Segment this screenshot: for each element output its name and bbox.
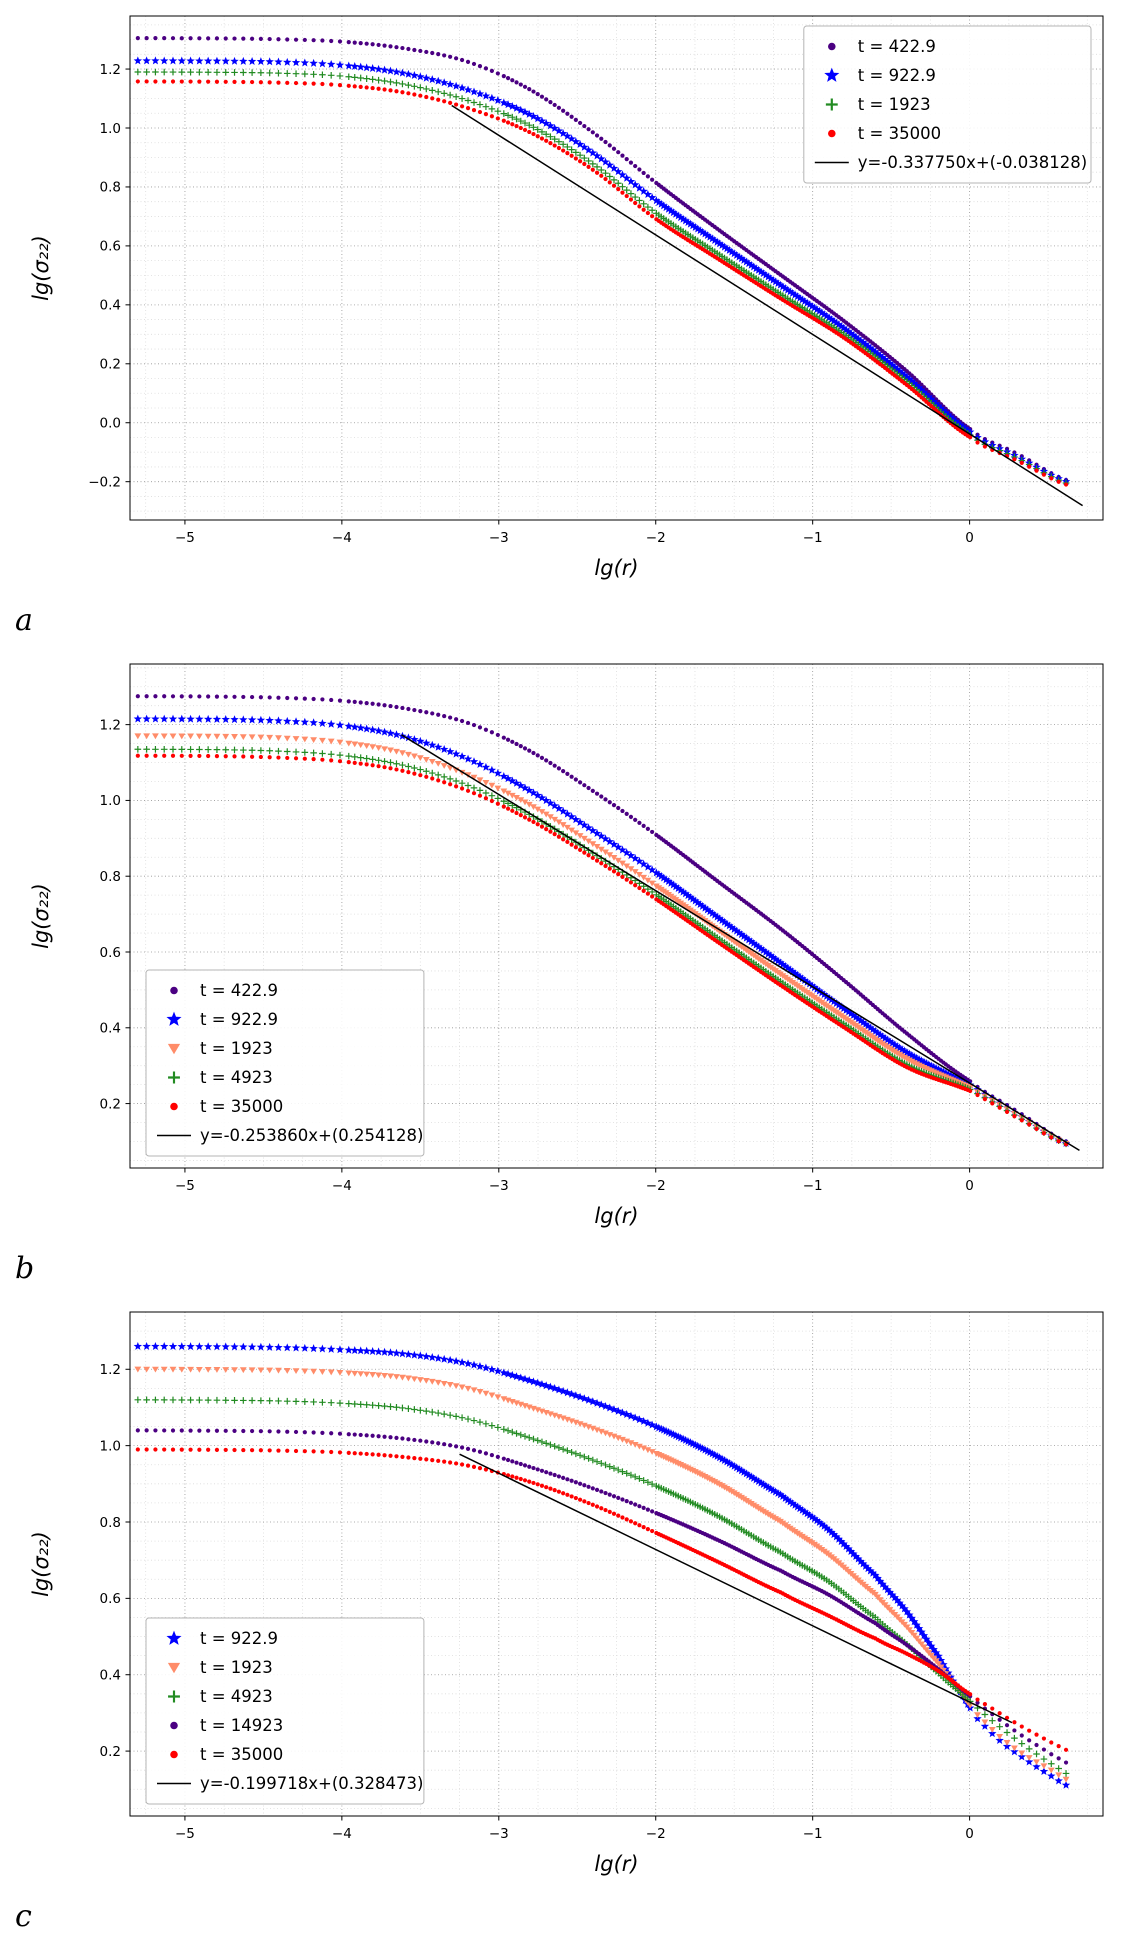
panel-caption-c: c — [15, 1899, 32, 1934]
legend-label: t = 4923 — [200, 1687, 273, 1706]
y-tick-label: 0.6 — [100, 945, 121, 961]
x-tick-label: −3 — [489, 1826, 509, 1842]
legend-label: t = 1923 — [858, 95, 931, 114]
legend-label: t = 922.9 — [858, 66, 936, 85]
fit-line — [459, 1453, 1013, 1724]
legend-label: y=-0.199718x+(0.328473) — [200, 1774, 423, 1793]
legend-label: y=-0.253860x+(0.254128) — [200, 1126, 423, 1145]
x-tick-label: −1 — [803, 1178, 823, 1194]
x-tick-label: −2 — [646, 1178, 666, 1194]
x-tick-label: −5 — [175, 1826, 195, 1842]
legend-label: t = 922.9 — [200, 1010, 278, 1029]
plot-border — [129, 1311, 1104, 1817]
y-tick-label: 0.2 — [100, 1744, 121, 1760]
ticks — [125, 724, 971, 1173]
y-tick-label: 0.0 — [100, 416, 121, 432]
chart-c-canvas: −5 −4 −3 −2 −1 0 0.2 0.4 0.6 0.8 1.0 1.2 lg(r) lg(σ₂₂… — [29, 1311, 1104, 1876]
series-1 — [134, 1366, 1070, 1783]
tick-labels: −5 −4 −3 −2 −1 0 −0.2 0.0 0.2 0.4 0.6 0.8 1.0 1.2 — [88, 62, 974, 546]
legend-label: t = 422.9 — [200, 981, 278, 1000]
x-tick-label: −3 — [489, 530, 509, 546]
legend-label: t = 1923 — [200, 1658, 273, 1677]
legend-label: t = 35000 — [200, 1745, 283, 1764]
x-tick-label: −2 — [646, 1826, 666, 1842]
x-tick-label: −3 — [489, 1178, 509, 1194]
plot-border — [129, 663, 1104, 1169]
x-tick-label: −4 — [332, 1826, 352, 1842]
legend: t = 422.9 t = 922.9 t = 1923 t = 4923 t = 35… — [145, 969, 425, 1157]
legend-label: t = 422.9 — [858, 37, 936, 56]
legend-label: t = 922.9 — [200, 1629, 278, 1648]
x-tick-label: 0 — [965, 1826, 974, 1842]
panel-c: −5 −4 −3 −2 −1 0 0.2 0.4 0.6 0.8 1.0 1.2 lg(r) lg(σ₂₂… — [0, 1296, 1128, 1944]
panel-b: −5 −4 −3 −2 −1 0 0.2 0.4 0.6 0.8 1.0 1.2 lg(r) lg(σ₂₂… — [0, 648, 1128, 1296]
panel-caption-b: b — [15, 1251, 35, 1286]
y-tick-label: 0.6 — [100, 239, 121, 255]
x-tick-label: −5 — [175, 530, 195, 546]
fit-line — [401, 734, 1080, 1152]
plot-border — [129, 15, 1104, 521]
x-axis-label: lg(r) — [594, 556, 638, 580]
y-tick-label: 1.2 — [100, 717, 121, 733]
y-tick-label: 0.2 — [100, 1096, 121, 1112]
series-4 — [135, 1447, 1069, 1752]
y-axis-label: lg(σ₂₂) — [29, 883, 53, 949]
x-tick-label: −4 — [332, 530, 352, 546]
y-tick-label: 1.2 — [100, 1362, 121, 1378]
series-0 — [135, 694, 1069, 1144]
x-tick-label: −2 — [646, 530, 666, 546]
y-tick-label: 0.2 — [100, 357, 121, 373]
x-axis-label: lg(r) — [594, 1852, 638, 1876]
series-1 — [133, 56, 1071, 486]
legend-label: t = 35000 — [858, 124, 941, 143]
y-tick-label: 1.0 — [100, 793, 121, 809]
series-3 — [135, 79, 1069, 487]
legend-label: y=-0.337750x+(-0.038128) — [858, 153, 1087, 172]
y-tick-label: 0.4 — [100, 1668, 121, 1684]
y-tick-label: 0.8 — [100, 180, 121, 196]
x-tick-label: 0 — [965, 530, 974, 546]
y-axis-label: lg(σ₂₂) — [29, 235, 53, 301]
series-0 — [133, 1341, 1071, 1789]
series-4 — [135, 753, 1069, 1147]
panel-caption-a: a — [15, 603, 33, 638]
x-tick-label: −1 — [803, 530, 823, 546]
x-axis-label: lg(r) — [594, 1204, 638, 1228]
tick-labels: −5 −4 −3 −2 −1 0 0.2 0.4 0.6 0.8 1.0 1.2 — [100, 717, 974, 1194]
fit-line — [451, 104, 1084, 507]
y-tick-label: 0.8 — [100, 1515, 121, 1531]
y-tick-label: −0.2 — [88, 474, 121, 490]
y-tick-label: 1.0 — [100, 1438, 121, 1454]
tick-labels: −5 −4 −3 −2 −1 0 0.2 0.4 0.6 0.8 1.0 1.2 — [100, 1362, 974, 1842]
x-tick-label: −5 — [175, 1178, 195, 1194]
y-tick-label: 0.6 — [100, 1591, 121, 1607]
chart-b-canvas: −5 −4 −3 −2 −1 0 0.2 0.4 0.6 0.8 1.0 1.2 lg(r) lg(σ₂₂… — [29, 663, 1104, 1228]
y-tick-label: 0.4 — [100, 1021, 121, 1037]
panel-a: −5 −4 −3 −2 −1 0 −0.2 0.0 0.2 0.4 0.6 0.8 1.0 1.2 lg(r… — [0, 0, 1128, 648]
series-2 — [134, 1396, 1070, 1777]
legend-label: t = 35000 — [200, 1097, 283, 1116]
legend-label: t = 4923 — [200, 1068, 273, 1087]
y-tick-label: 0.8 — [100, 869, 121, 885]
legend: t = 422.9 t = 922.9 t = 1923 t = 35000 y=-0.… — [803, 25, 1092, 184]
y-tick-label: 0.4 — [100, 298, 121, 314]
legend-label: t = 1923 — [200, 1039, 273, 1058]
x-tick-label: 0 — [965, 1178, 974, 1194]
chart-a-canvas: −5 −4 −3 −2 −1 0 −0.2 0.0 0.2 0.4 0.6 0.8 1.0 1.2 lg(r… — [29, 15, 1104, 580]
y-tick-label: 1.0 — [100, 121, 121, 137]
major-grid — [130, 16, 1103, 520]
y-axis-label: lg(σ₂₂) — [29, 1531, 53, 1597]
legend: t = 922.9 t = 1923 t = 4923 t = 14923 t = 35… — [145, 1617, 425, 1805]
y-tick-label: 1.2 — [100, 62, 121, 78]
x-tick-label: −1 — [803, 1826, 823, 1842]
ticks — [125, 1368, 971, 1821]
x-tick-label: −4 — [332, 1178, 352, 1194]
legend-label: t = 14923 — [200, 1716, 283, 1735]
ticks — [125, 68, 971, 525]
